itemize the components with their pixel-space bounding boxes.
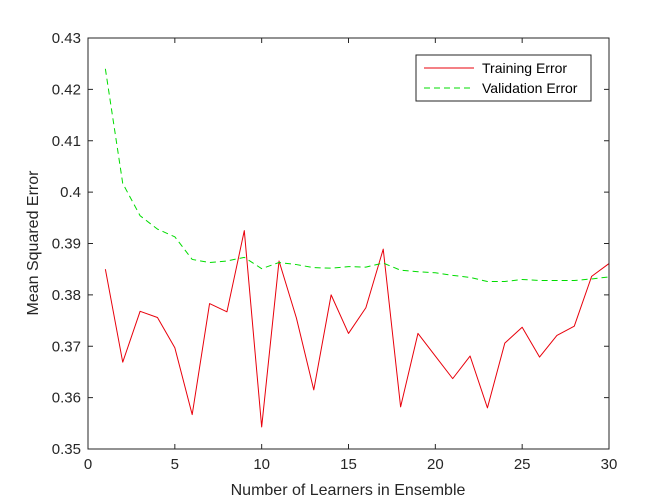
- y-tick-label: 0.35: [52, 441, 81, 458]
- x-tick-label: 10: [253, 456, 270, 473]
- y-tick-label: 0.38: [52, 287, 81, 304]
- series-layer: [104, 68, 610, 428]
- y-tick-label: 0.43: [52, 30, 81, 47]
- legend: Training Error Validation Error: [415, 54, 592, 102]
- ticks-layer: 0 5 10 15 20 25 30 0.35 0.36 0.37 0.38 0.39 0.4 0.41 0…: [52, 30, 618, 473]
- y-axis-label: Mean Squared Error: [25, 170, 42, 316]
- series-line-training: [104, 230, 610, 428]
- plot-area: [88, 38, 609, 449]
- series-line-validation: [104, 68, 610, 283]
- y-tick-label: 0.4: [60, 184, 81, 201]
- legend-label-training: Training Error: [482, 60, 567, 76]
- x-tick-label: 5: [171, 456, 179, 473]
- legend-label-validation: Validation Error: [482, 80, 578, 96]
- y-tick-label: 0.39: [52, 236, 81, 253]
- x-tick-label: 30: [601, 456, 618, 473]
- y-tick-label: 0.37: [52, 338, 81, 355]
- x-tick-label: 15: [340, 456, 357, 473]
- x-tick-label: 25: [514, 456, 531, 473]
- y-tick-label: 0.41: [52, 133, 81, 150]
- legend-box: [415, 54, 592, 102]
- x-tick-label: 20: [427, 456, 444, 473]
- x-tick-label: 0: [84, 456, 92, 473]
- y-tick-label: 0.36: [52, 390, 81, 407]
- x-axis-label: Number of Learners in Ensemble: [231, 482, 466, 499]
- y-tick-label: 0.42: [52, 81, 81, 98]
